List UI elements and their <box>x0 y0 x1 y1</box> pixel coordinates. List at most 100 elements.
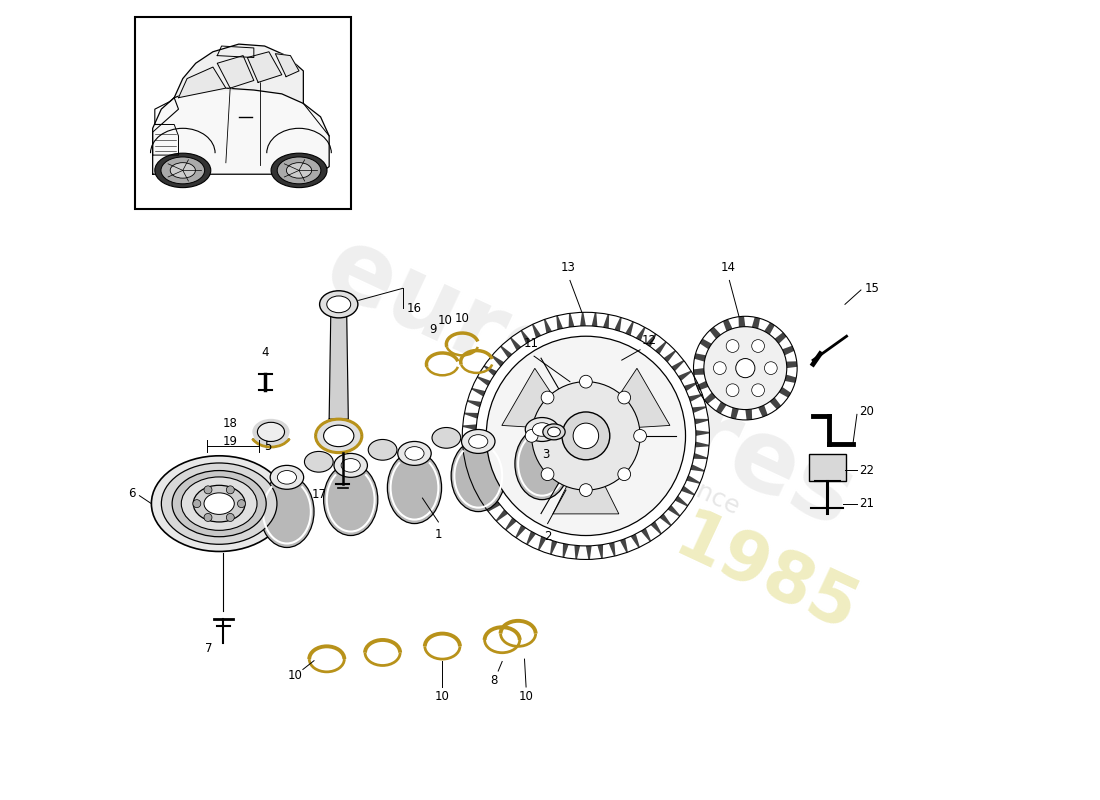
Polygon shape <box>693 368 704 375</box>
Polygon shape <box>656 342 667 354</box>
Ellipse shape <box>320 290 358 318</box>
Ellipse shape <box>182 477 257 530</box>
Polygon shape <box>465 458 480 466</box>
Circle shape <box>227 514 234 522</box>
Circle shape <box>531 382 640 490</box>
Polygon shape <box>275 54 299 77</box>
Polygon shape <box>704 393 716 404</box>
Text: 22: 22 <box>859 464 874 477</box>
Text: 16: 16 <box>407 302 421 315</box>
Polygon shape <box>463 424 476 430</box>
Ellipse shape <box>532 422 551 436</box>
Ellipse shape <box>152 456 287 551</box>
Text: 10: 10 <box>455 312 470 325</box>
Polygon shape <box>492 355 504 366</box>
Ellipse shape <box>271 466 304 490</box>
Polygon shape <box>691 464 705 472</box>
Circle shape <box>573 423 598 449</box>
Polygon shape <box>636 327 646 341</box>
Circle shape <box>634 430 647 442</box>
Polygon shape <box>603 314 609 328</box>
FancyBboxPatch shape <box>810 454 846 482</box>
Circle shape <box>526 430 538 442</box>
Ellipse shape <box>469 434 487 448</box>
Text: 8: 8 <box>491 674 498 687</box>
Text: 19: 19 <box>222 435 238 448</box>
Polygon shape <box>329 315 349 419</box>
Text: 20: 20 <box>859 406 874 418</box>
Circle shape <box>726 340 739 352</box>
Polygon shape <box>620 538 628 553</box>
Text: 10: 10 <box>287 669 303 682</box>
Polygon shape <box>695 430 710 436</box>
Polygon shape <box>505 518 517 530</box>
Ellipse shape <box>542 424 565 440</box>
Circle shape <box>204 486 212 494</box>
Ellipse shape <box>451 440 505 512</box>
Polygon shape <box>510 338 521 350</box>
Circle shape <box>580 484 592 497</box>
Circle shape <box>580 375 592 388</box>
Text: 6: 6 <box>128 486 135 500</box>
Polygon shape <box>487 501 500 512</box>
Polygon shape <box>562 543 569 558</box>
Ellipse shape <box>305 451 333 472</box>
Ellipse shape <box>170 162 196 178</box>
Ellipse shape <box>194 486 245 522</box>
Text: since: since <box>675 471 744 520</box>
Circle shape <box>192 500 201 508</box>
Text: 7: 7 <box>205 642 212 654</box>
Text: 21: 21 <box>859 497 874 510</box>
Polygon shape <box>477 376 491 386</box>
Polygon shape <box>574 546 580 559</box>
Ellipse shape <box>515 428 569 500</box>
Ellipse shape <box>162 463 277 544</box>
Text: 1985: 1985 <box>663 504 867 646</box>
Polygon shape <box>468 400 481 407</box>
Ellipse shape <box>277 157 321 184</box>
Polygon shape <box>557 315 563 330</box>
Ellipse shape <box>368 439 397 460</box>
Polygon shape <box>174 44 304 103</box>
Circle shape <box>726 384 739 397</box>
Text: 18: 18 <box>222 418 238 430</box>
Polygon shape <box>480 491 494 501</box>
Polygon shape <box>646 334 657 347</box>
Polygon shape <box>515 525 526 538</box>
Text: 1: 1 <box>434 527 442 541</box>
Ellipse shape <box>405 446 424 460</box>
Text: 14: 14 <box>720 261 735 274</box>
Text: 3: 3 <box>542 448 550 461</box>
Ellipse shape <box>155 153 211 188</box>
Text: 12: 12 <box>641 334 657 346</box>
Ellipse shape <box>462 430 495 454</box>
Polygon shape <box>693 453 707 459</box>
Polygon shape <box>678 370 692 381</box>
Polygon shape <box>474 481 487 490</box>
Polygon shape <box>663 350 676 362</box>
Polygon shape <box>502 368 575 430</box>
Polygon shape <box>700 338 712 350</box>
Text: 10: 10 <box>518 690 534 703</box>
Circle shape <box>751 384 764 397</box>
Polygon shape <box>710 327 720 338</box>
Polygon shape <box>681 486 695 495</box>
Circle shape <box>476 326 696 546</box>
Polygon shape <box>538 536 547 550</box>
Polygon shape <box>764 322 774 334</box>
Polygon shape <box>782 346 794 355</box>
Ellipse shape <box>257 422 285 442</box>
Polygon shape <box>472 388 485 397</box>
Ellipse shape <box>387 452 441 523</box>
Polygon shape <box>774 332 786 344</box>
Text: 4: 4 <box>262 346 270 358</box>
Polygon shape <box>784 374 796 383</box>
Ellipse shape <box>548 427 560 437</box>
Text: 10: 10 <box>434 690 450 703</box>
Polygon shape <box>178 67 226 98</box>
Ellipse shape <box>271 153 327 188</box>
Polygon shape <box>695 442 710 447</box>
Ellipse shape <box>277 470 297 484</box>
Ellipse shape <box>204 493 234 514</box>
Polygon shape <box>641 528 651 542</box>
